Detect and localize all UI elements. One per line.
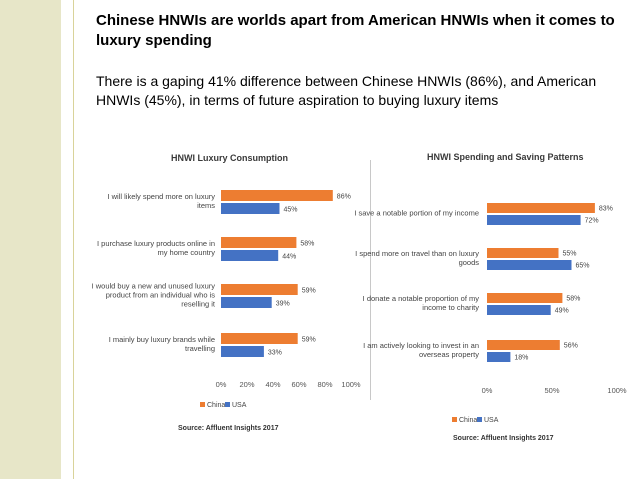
chart1-value-label: 39%	[276, 301, 290, 308]
chart1-tick-label: 100%	[341, 380, 361, 389]
chart2-bar-china	[487, 203, 595, 213]
chart1-bar-china	[221, 237, 297, 248]
chart2-category-label: overseas property	[419, 350, 479, 359]
chart1-category-label: product from an individual who is	[106, 291, 215, 300]
chart2-category-label: I spend more on travel than on luxury	[355, 249, 479, 258]
chart1-tick-label: 60%	[291, 380, 306, 389]
chart1-source: Source: Affluent Insights 2017	[178, 425, 279, 432]
chart1-bar-usa	[221, 297, 272, 308]
chart2-value-label: 49%	[555, 308, 569, 315]
chart2-category-label: I donate a notable proportion of my	[363, 294, 480, 303]
chart2-category-label: I save a notable portion of my income	[354, 209, 479, 218]
chart1-tick-label: 80%	[317, 380, 332, 389]
chart1-value-label: 58%	[300, 241, 314, 248]
chart2-bar-usa	[487, 260, 572, 270]
chart1-bar-china	[221, 333, 298, 344]
chart-divider	[370, 160, 371, 400]
slide-body: There is a gaping 41% difference between…	[96, 73, 597, 108]
chart2-bar-usa	[487, 352, 511, 362]
chart2-value-label: 83%	[599, 206, 613, 213]
chart1-bar-usa	[221, 203, 280, 214]
accent-rule	[73, 0, 74, 479]
chart2-value-label: 72%	[585, 218, 599, 225]
chart1-legend-swatch	[200, 402, 205, 407]
chart1-value-label: 59%	[302, 337, 316, 344]
chart1-category-label: I would buy a new and unused luxury	[92, 282, 216, 291]
chart1-tick-label: 40%	[265, 380, 280, 389]
chart2-tick-label: 0%	[482, 386, 493, 395]
chart2-category-label: income to charity	[422, 303, 479, 312]
chart2-category-label: I am actively looking to invest in an	[363, 341, 479, 350]
chart2-title: HNWI Spending and Saving Patterns	[427, 152, 584, 162]
slide-title: Chinese HNWIs are worlds apart from Amer…	[96, 12, 615, 49]
chart1-category-label: I mainly buy luxury brands while	[109, 335, 215, 344]
chart2-bar-usa	[487, 305, 551, 315]
chart1-title: HNWI Luxury Consumption	[171, 153, 288, 163]
chart1-legend-label: USA	[232, 402, 247, 409]
chart2-legend-label: USA	[484, 417, 499, 424]
chart1-value-label: 33%	[268, 350, 282, 357]
chart2-bar-china	[487, 293, 563, 303]
chart1-legend-swatch	[225, 402, 230, 407]
chart2-bar-china	[487, 340, 560, 350]
chart1-bar-usa	[221, 250, 279, 261]
chart1-category-label: travelling	[185, 344, 215, 353]
chart2-value-label: 65%	[576, 263, 590, 270]
chart1-tick-label: 20%	[239, 380, 254, 389]
chart1-value-label: 86%	[337, 194, 351, 201]
chart1-bar-china	[221, 190, 333, 201]
accent-sidebar	[0, 0, 61, 479]
chart1-category-label: items	[197, 201, 215, 210]
chart1-value-label: 45%	[284, 207, 298, 214]
chart1-value-label: 44%	[282, 254, 296, 261]
chart2-bar-usa	[487, 215, 581, 225]
chart2-value-label: 56%	[564, 343, 578, 350]
chart2-value-label: 58%	[566, 296, 580, 303]
chart2-tick-label: 50%	[544, 386, 559, 395]
chart1-category-label: my home country	[157, 248, 215, 257]
chart1-bar-usa	[221, 346, 264, 357]
chart2-category-label: goods	[459, 258, 480, 267]
chart2-value-label: 18%	[514, 355, 528, 362]
chart1-tick-label: 0%	[216, 380, 227, 389]
chart1-category-label: I will likely spend more on luxury	[107, 192, 215, 201]
chart1-value-label: 59%	[302, 288, 316, 295]
chart2-source: Source: Affluent Insights 2017	[453, 435, 554, 442]
chart2-legend-swatch	[452, 417, 457, 422]
chart1-bar-china	[221, 284, 298, 295]
chart1-legend-label: China	[207, 402, 225, 409]
chart1-category-label: I purchase luxury products online in	[97, 239, 215, 248]
chart2-value-label: 55%	[563, 251, 577, 258]
chart2-bar-china	[487, 248, 559, 258]
chart2-legend-swatch	[477, 417, 482, 422]
chart2-legend-label: China	[459, 417, 477, 424]
chart2-tick-label: 100%	[607, 386, 627, 395]
chart1-category-label: reselling it	[181, 300, 216, 309]
